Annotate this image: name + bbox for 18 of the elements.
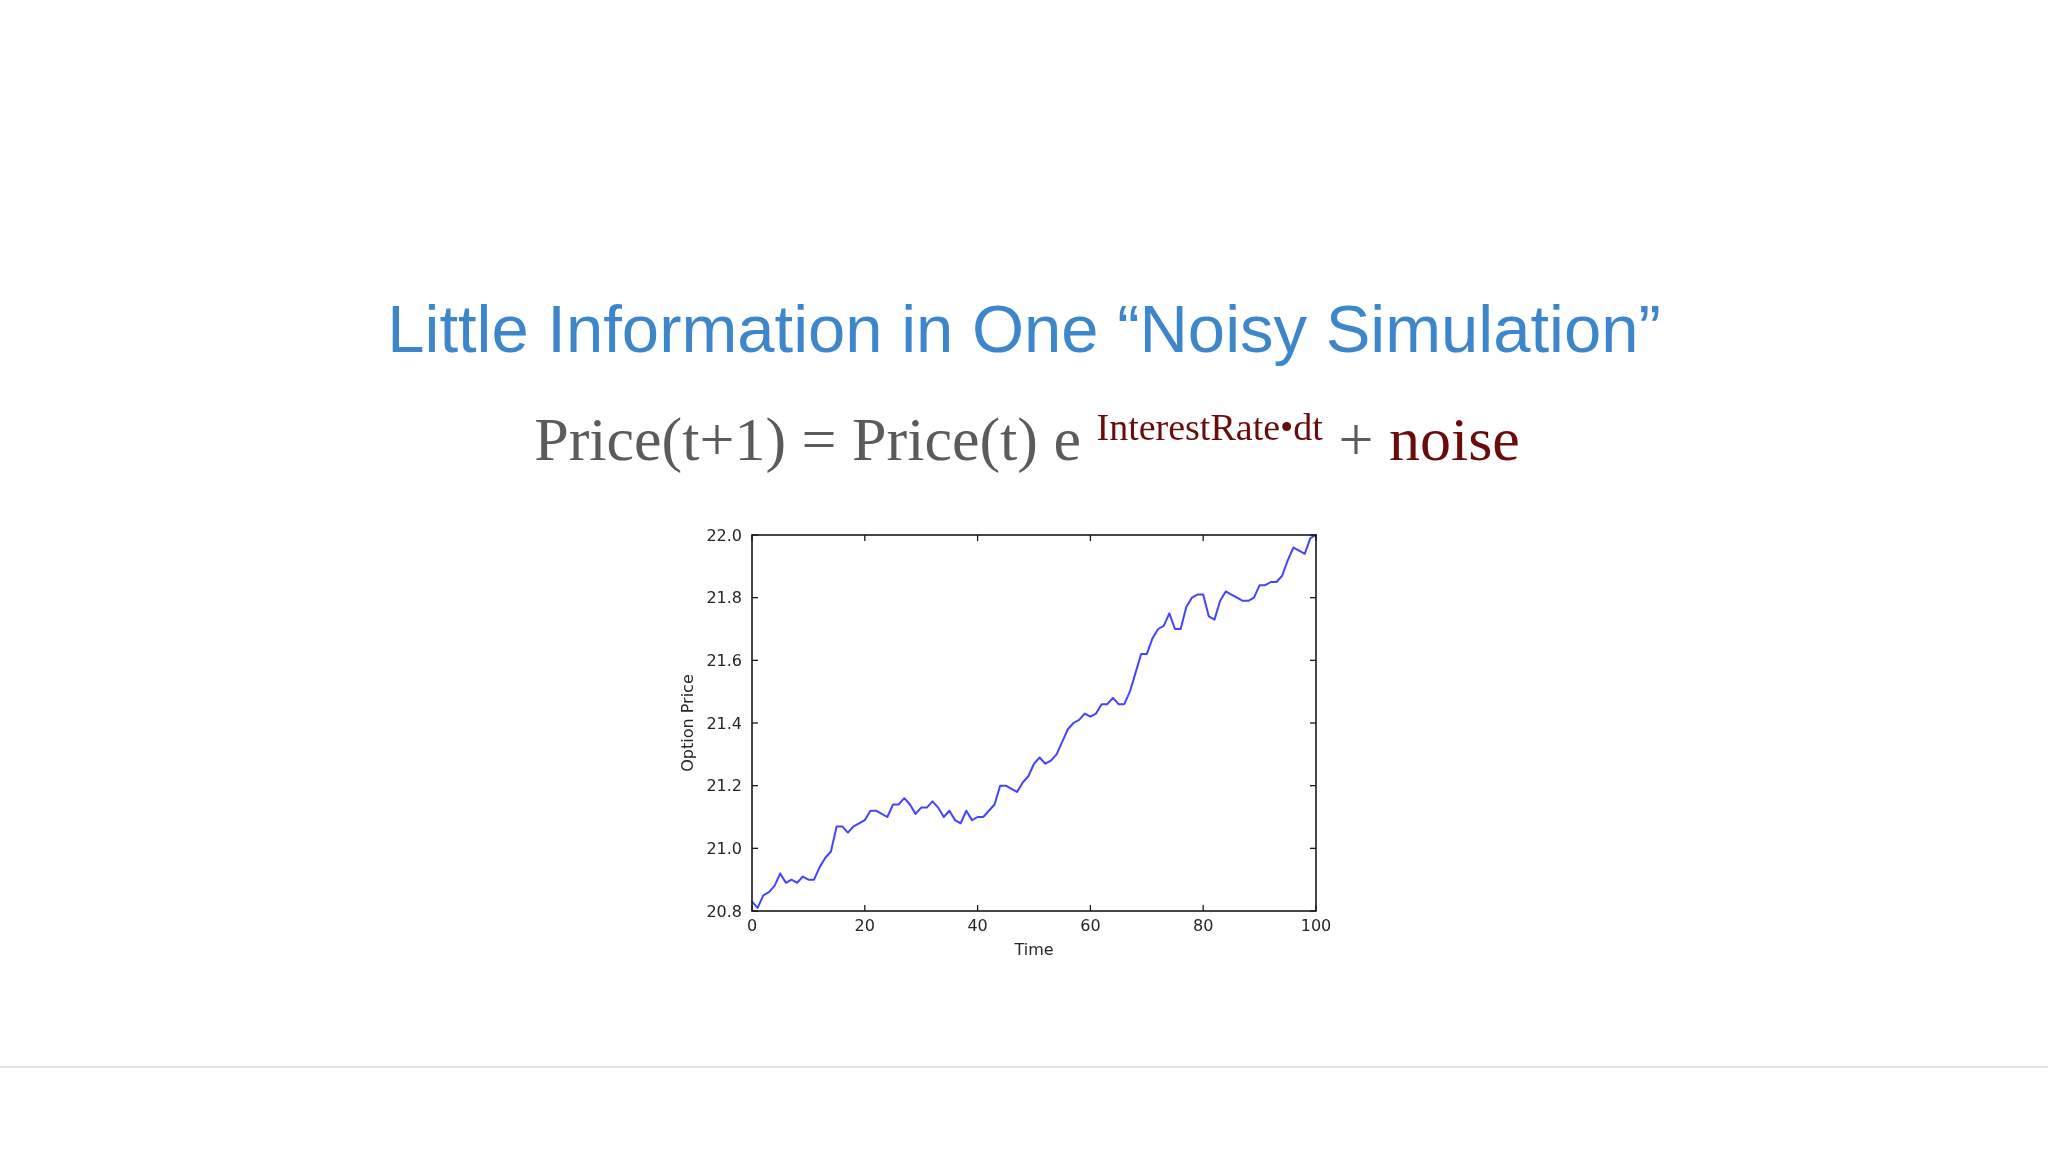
y-tick-label: 21.0 bbox=[706, 838, 742, 858]
y-tick-label: 20.8 bbox=[706, 901, 742, 921]
chart-title: Little Information in One “Noisy Simulation” bbox=[387, 291, 1661, 366]
x-tick-label: 80 bbox=[1193, 916, 1214, 935]
x-tick-label: 0 bbox=[746, 916, 758, 935]
line-series bbox=[751, 534, 1317, 909]
y-tick-label: 21.6 bbox=[706, 650, 742, 670]
chart-subtitle: Price(t+1) = Price(t) e $^{InterestRate•dt}$ + noise bbox=[534, 405, 1520, 474]
y-axis-title: Option Price bbox=[678, 674, 697, 772]
y-tick-label: 22.0 bbox=[706, 525, 742, 545]
y-tick-label: 21.2 bbox=[706, 776, 742, 796]
y-tick-label: 21.8 bbox=[706, 588, 742, 608]
x-tick-label: 100 bbox=[1300, 916, 1332, 935]
x-tick-label: 40 bbox=[967, 916, 988, 935]
x-tick-label: 60 bbox=[1080, 916, 1101, 935]
y-tick-label: 21.4 bbox=[706, 713, 742, 733]
x-axis-title: Time bbox=[1013, 940, 1054, 959]
x-tick-label: 20 bbox=[854, 916, 875, 935]
